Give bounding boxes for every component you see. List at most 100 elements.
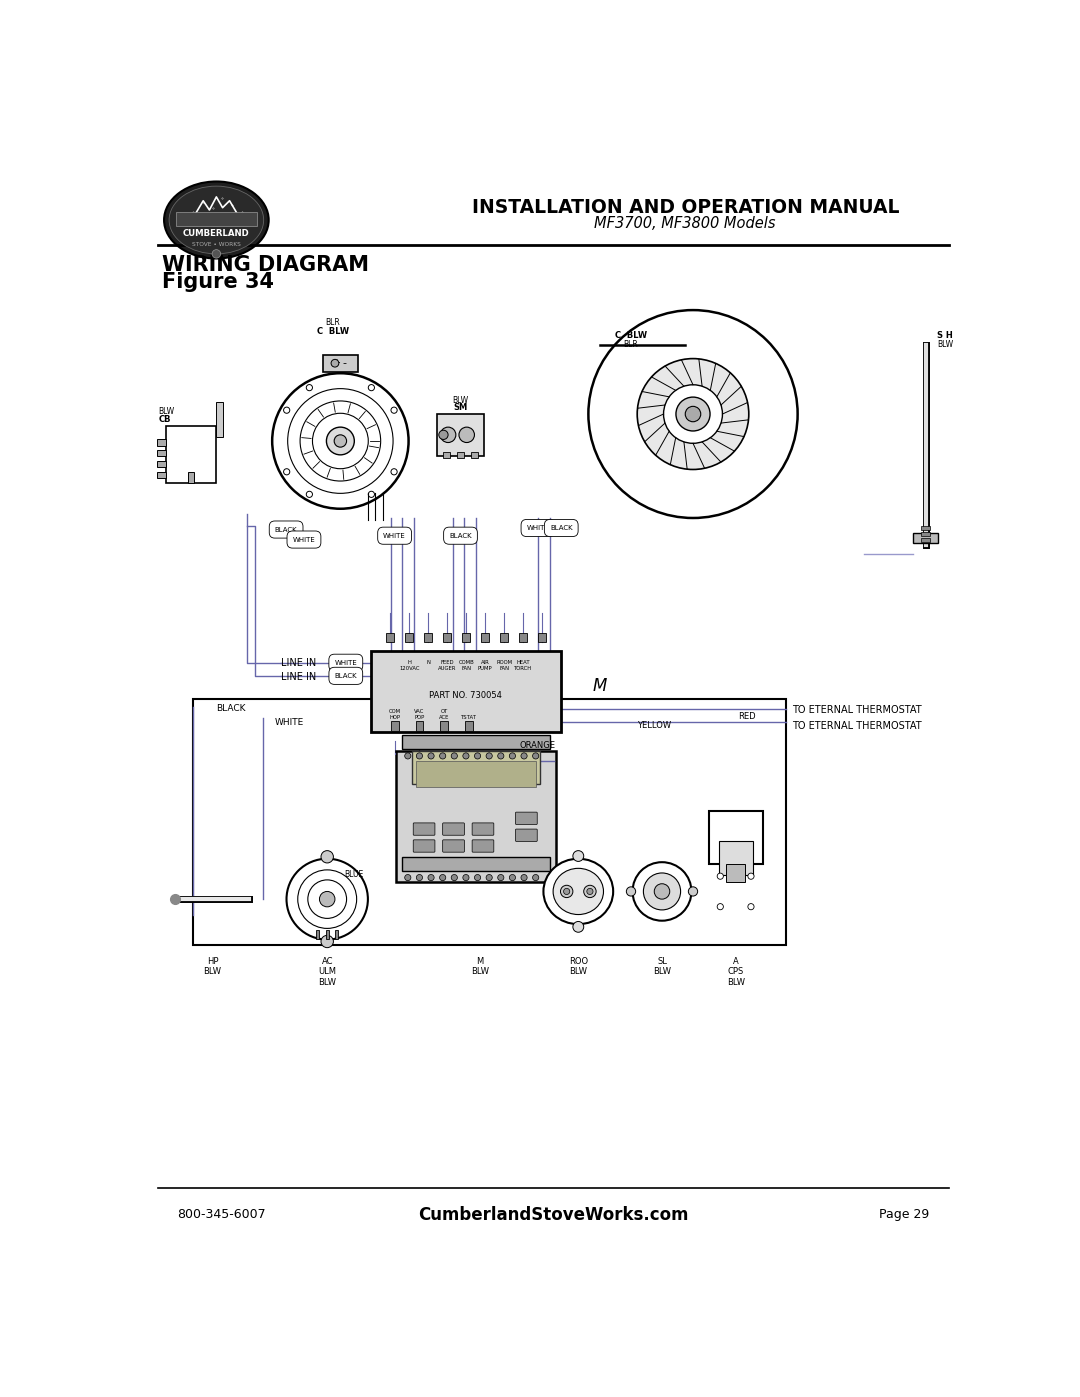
Circle shape <box>438 430 448 440</box>
Bar <box>913 532 937 543</box>
Circle shape <box>633 862 691 921</box>
Bar <box>437 414 484 457</box>
Circle shape <box>463 875 469 880</box>
Circle shape <box>321 936 334 947</box>
Text: -: - <box>342 358 347 369</box>
Bar <box>216 402 222 437</box>
Text: BLACK: BLACK <box>216 704 246 714</box>
Circle shape <box>405 875 410 880</box>
Bar <box>727 863 745 882</box>
Circle shape <box>637 359 748 469</box>
Text: VAC
POP: VAC POP <box>415 708 424 719</box>
Circle shape <box>663 384 723 443</box>
Bar <box>589 254 798 306</box>
Text: INSTALLATION AND OPERATION MANUAL: INSTALLATION AND OPERATION MANUAL <box>472 198 899 217</box>
Bar <box>482 633 489 643</box>
Circle shape <box>498 875 504 880</box>
Circle shape <box>644 873 680 909</box>
Text: MF3700, MF3800 Models: MF3700, MF3800 Models <box>594 215 777 231</box>
Text: COM
HOP: COM HOP <box>389 708 401 719</box>
Text: WHITE: WHITE <box>383 532 406 539</box>
Text: OT
ACE: OT ACE <box>440 708 449 719</box>
Bar <box>539 633 546 643</box>
Bar <box>465 721 473 731</box>
Circle shape <box>307 384 312 391</box>
Text: BLACK: BLACK <box>449 532 472 539</box>
Text: WHITE: WHITE <box>335 659 357 666</box>
Text: SL
BLW: SL BLW <box>653 957 671 977</box>
Text: ORANGE: ORANGE <box>519 740 556 750</box>
Bar <box>157 472 166 478</box>
Text: PART NO. 730054: PART NO. 730054 <box>430 692 502 700</box>
Text: RED: RED <box>739 712 756 721</box>
Circle shape <box>326 427 354 455</box>
Bar <box>387 633 394 643</box>
Bar <box>458 451 463 458</box>
Text: COMB
FAN: COMB FAN <box>458 661 474 671</box>
Text: A
CPS
BLW: A CPS BLW <box>727 957 744 986</box>
Circle shape <box>334 434 347 447</box>
Circle shape <box>676 397 710 432</box>
Circle shape <box>572 851 583 862</box>
Circle shape <box>717 904 724 909</box>
Ellipse shape <box>286 859 368 940</box>
Circle shape <box>212 250 220 258</box>
Bar <box>921 525 930 529</box>
Bar <box>718 841 753 875</box>
Circle shape <box>747 873 754 879</box>
Circle shape <box>320 891 335 907</box>
Bar <box>424 633 432 643</box>
Bar <box>921 538 930 542</box>
Text: TO ETERNAL THERMOSTAT: TO ETERNAL THERMOSTAT <box>793 721 922 731</box>
Text: AIR
PUMP: AIR PUMP <box>478 661 492 671</box>
Circle shape <box>626 887 636 895</box>
Circle shape <box>321 851 334 863</box>
FancyBboxPatch shape <box>472 840 494 852</box>
Circle shape <box>368 492 375 497</box>
Bar <box>323 355 359 372</box>
Text: WHITE: WHITE <box>527 525 550 531</box>
Bar <box>316 930 320 939</box>
FancyBboxPatch shape <box>414 840 435 852</box>
Text: ROO
BLW: ROO BLW <box>569 957 588 977</box>
Circle shape <box>586 888 593 894</box>
Ellipse shape <box>170 186 264 254</box>
Text: WIRING DIAGRAM: WIRING DIAGRAM <box>162 254 369 275</box>
Bar <box>441 721 448 731</box>
Bar <box>166 426 216 483</box>
Circle shape <box>486 753 492 759</box>
FancyBboxPatch shape <box>396 750 556 882</box>
Bar <box>326 930 328 939</box>
Text: C  BLW: C BLW <box>615 331 647 339</box>
Circle shape <box>440 875 446 880</box>
Circle shape <box>428 753 434 759</box>
Text: LINE IN: LINE IN <box>281 658 316 668</box>
Text: STOVE • WORKS: STOVE • WORKS <box>192 242 241 247</box>
FancyBboxPatch shape <box>515 812 537 824</box>
Text: TO ETERNAL THERMOSTAT: TO ETERNAL THERMOSTAT <box>793 705 922 715</box>
Circle shape <box>440 753 446 759</box>
Text: +: + <box>333 358 340 369</box>
Text: BLW: BLW <box>159 408 174 416</box>
Bar <box>471 451 477 458</box>
Circle shape <box>521 875 527 880</box>
FancyBboxPatch shape <box>515 828 537 841</box>
Text: YELLOW: YELLOW <box>637 721 672 731</box>
Circle shape <box>391 407 397 414</box>
FancyBboxPatch shape <box>443 840 464 852</box>
Circle shape <box>498 753 504 759</box>
Text: CumberlandStoveWorks.com: CumberlandStoveWorks.com <box>418 1206 689 1224</box>
Bar <box>335 930 338 939</box>
Ellipse shape <box>553 869 604 915</box>
Circle shape <box>332 359 339 367</box>
Circle shape <box>532 875 539 880</box>
Text: BLACK: BLACK <box>550 525 572 531</box>
Text: CB: CB <box>159 415 171 423</box>
Text: 800-345-6007: 800-345-6007 <box>177 1208 267 1221</box>
Text: LINE IN: LINE IN <box>281 672 316 682</box>
Bar <box>444 451 449 458</box>
Text: FEED
AUGER: FEED AUGER <box>438 661 457 671</box>
Circle shape <box>654 884 670 900</box>
Circle shape <box>747 904 754 909</box>
Circle shape <box>391 469 397 475</box>
